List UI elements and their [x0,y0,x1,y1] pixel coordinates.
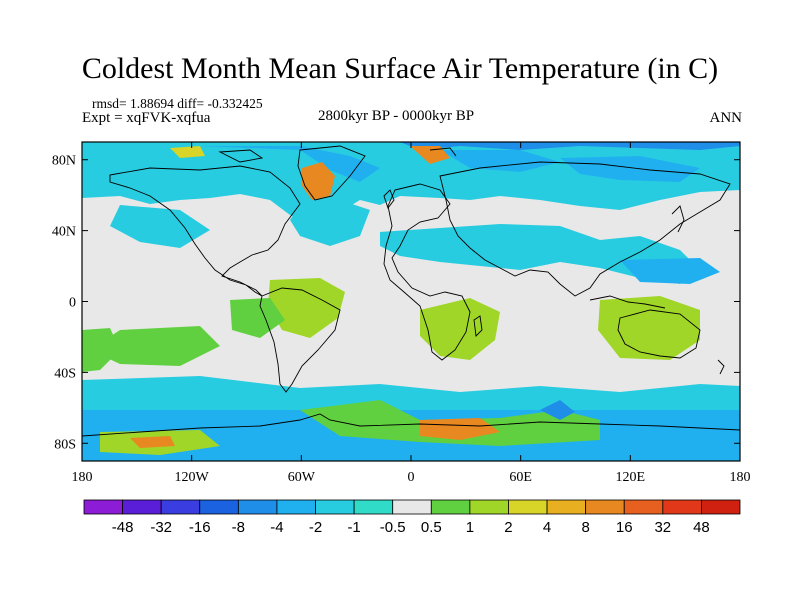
colorbar-swatch [430,499,471,515]
lon-tick-label: 120W [175,470,210,485]
new-zealand-coast [717,359,725,375]
dateline-green [82,328,120,372]
lat-tick-label: 80S [54,437,76,452]
experiment-label: Expt = xqFVK-xqfua [82,110,211,126]
australia-coast [617,309,701,359]
europe-africa-coast [383,183,471,361]
season-label: ANN [709,110,743,126]
north-america-coast [109,165,301,297]
siberia-lightblue-patch [440,150,560,172]
colorbar-swatch [508,499,548,515]
lon-tick-label: 0 [408,470,415,485]
australia-yellowgreen [598,296,700,360]
lat-tick-label: 0 [69,296,76,311]
colorbar-swatch [83,499,123,515]
colorbar-swatch [469,499,509,515]
asia-coast [439,161,731,297]
alaska-yellow [170,146,205,158]
coastlines [82,145,740,437]
colorbar-swatch [276,499,316,515]
south-pacific-green [90,326,220,366]
plot-title: Coldest Month Mean Surface Air Temperatu… [81,52,719,85]
lon-tick-label: 180 [72,470,93,485]
colorbar-swatch [623,499,664,515]
south-america-coast [259,287,341,393]
colorbar-label: -16 [189,519,211,536]
asia-cyan-belt [380,224,700,284]
colorbar-label: 2 [504,519,512,536]
lon-tick-label: 120E [616,470,646,485]
map-field [82,142,740,461]
colorbar-swatch [662,499,702,515]
colorbar-label: 1 [466,519,474,536]
colorbar-label: 32 [654,519,671,536]
east-pacific-green [230,298,285,338]
greenland-coast [297,145,366,201]
colorbar-label: 16 [616,519,633,536]
colorbar-label: 48 [693,519,710,536]
colorbar-label: -1 [347,519,360,536]
colorbar-label: -0.5 [380,519,406,536]
south-america-yellowgreen [268,278,345,338]
antarctic-blue-spot [540,400,575,420]
colorbar-swatch [315,499,355,515]
colorbar-swatch [353,499,394,515]
antarctica-coast [82,413,740,437]
southern-africa-yellowgreen [420,298,500,360]
colorbar-label: 8 [581,519,589,536]
colorbar: -48 -32 -16 -8 -4 -2 -1 -0.5 0.5 1 2 4 8 16 32 48 [83,499,741,536]
arctic-lightblue-patch [200,146,380,182]
lon-tick-label: 60W [288,470,316,485]
west-pacific-patch [620,258,720,284]
stats-text: rmsd= 1.88694 diff= -0.332425 [92,96,263,111]
svalbard-coast [429,147,457,157]
colorbar-label: -2 [309,519,322,536]
arctic-islands-coast [218,149,264,163]
lat-tick-label: 40S [54,366,76,381]
colorbar-label: -8 [232,519,245,536]
greenland-orange [302,162,335,200]
colorbar-swatch [199,499,239,515]
east-siberia-patch [560,156,700,182]
longitude-axis: 180 120W 60W 0 60E 120E 180 [72,142,751,485]
antarctic-orange [420,418,500,440]
latitude-axis: 80N 40N 0 40S 80S [52,154,740,452]
arctic-blue-band [150,142,740,150]
colorbar-swatch [122,499,162,515]
madagascar-coast [473,315,483,337]
colorbar-swatch [585,499,625,515]
period-label: 2800kyr BP - 0000kyr BP [318,108,475,124]
colorbar-label: 4 [543,519,551,536]
uk-coast [383,189,395,209]
colorbar-label: 0.5 [421,519,442,536]
north-atlantic-cyan [290,200,370,246]
indonesia-coast [589,295,666,309]
ross-sea-orange [130,436,175,448]
lat-tick-label: 80N [52,154,76,169]
japan-coast [671,205,685,233]
lat-tick-label: 40N [52,225,76,240]
colorbar-swatch [237,499,278,515]
colorbar-label: -32 [150,519,172,536]
north-pacific-cyan [110,205,210,248]
lon-tick-label: 60E [509,470,532,485]
colorbar-swatch [546,499,587,515]
colorbar-swatch [160,499,201,515]
colorbar-swatch [392,499,432,515]
barents-orange [410,146,450,164]
lon-tick-label: 180 [730,470,751,485]
colorbar-label: -48 [112,519,134,536]
colorbar-label: -4 [270,519,283,536]
colorbar-swatch [701,499,741,515]
